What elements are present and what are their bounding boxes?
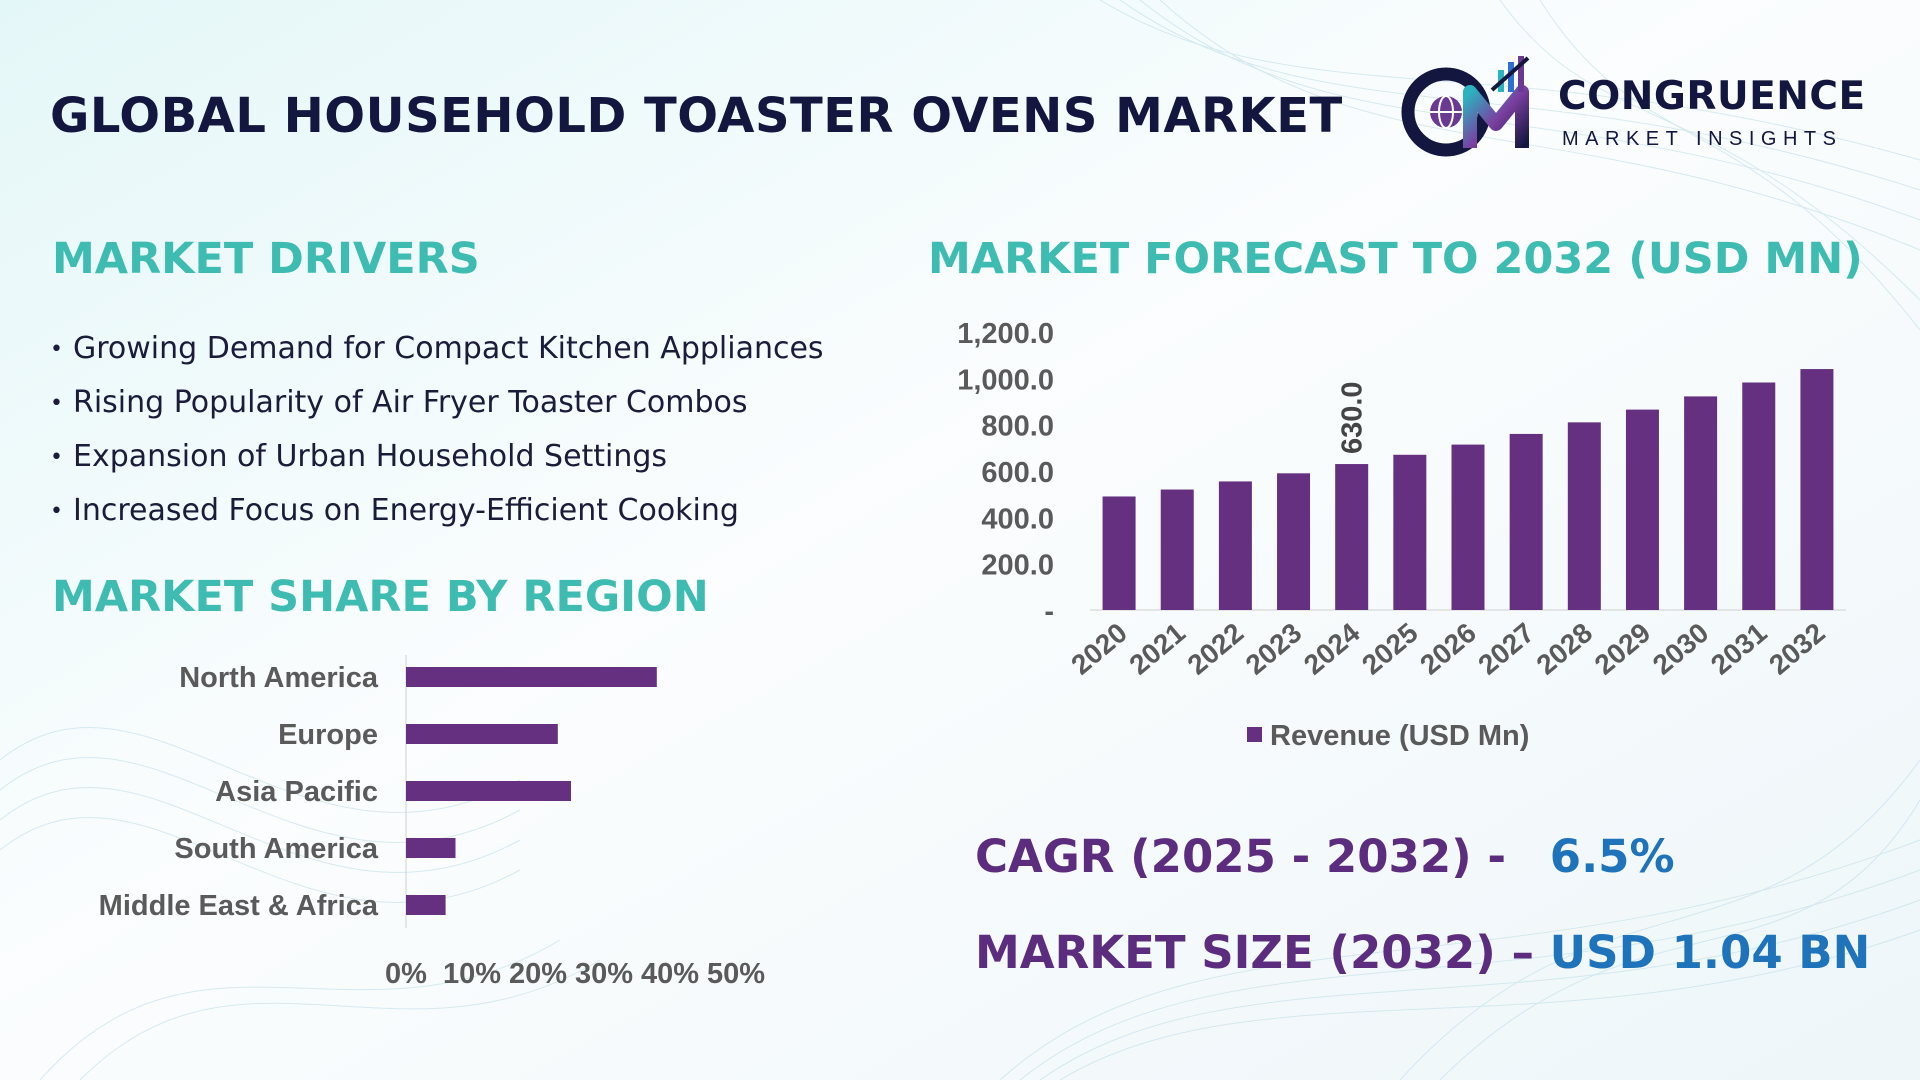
forecast-bar <box>1451 444 1485 610</box>
y-tick-label: 600.0 <box>981 457 1054 489</box>
market-size-value: USD 1.04 BN <box>1549 926 1871 979</box>
legend-label: Revenue (USD Mn) <box>1270 720 1529 752</box>
bullet: • <box>50 445 63 470</box>
forecast-bar <box>1567 422 1601 610</box>
region-heading: MARKET SHARE BY REGION <box>52 572 709 622</box>
x-tick-label: 0% <box>385 958 427 990</box>
y-tick-label: - <box>1044 596 1054 628</box>
region-bar <box>406 838 456 858</box>
forecast-bar <box>1393 454 1427 610</box>
x-tick-label: 50% <box>707 958 765 990</box>
logo-name: CONGRUENCE <box>1558 74 1866 119</box>
forecast-bar <box>1742 382 1776 610</box>
brand-logo: CONGRUENCE MARKET INSIGHTS <box>1400 52 1880 162</box>
forecast-bar <box>1800 369 1834 610</box>
x-tick-label: 40% <box>641 958 699 990</box>
region-bar <box>406 895 446 915</box>
region-label: South America <box>174 833 378 865</box>
forecast-bar <box>1625 409 1659 610</box>
legend-swatch <box>1247 727 1262 742</box>
market-size-stat: MARKET SIZE (2032) – USD 1.04 BN <box>975 926 1870 979</box>
y-tick-label: 400.0 <box>981 503 1054 535</box>
driver-text: Rising Popularity of Air Fryer Toaster C… <box>72 385 748 420</box>
bullet: • <box>50 337 63 362</box>
forecast-bar <box>1218 481 1252 610</box>
driver-item: • Rising Popularity of Air Fryer Toaster … <box>50 376 824 430</box>
y-tick-label: 1,000.0 <box>957 364 1054 396</box>
region-label: Middle East & Africa <box>99 890 379 922</box>
market-size-label: MARKET SIZE (2032) – <box>975 926 1534 979</box>
driver-text: Expansion of Urban Household Settings <box>72 439 668 474</box>
x-tick-label: 20% <box>509 958 567 990</box>
region-label: North America <box>179 662 379 694</box>
region-label: Asia Pacific <box>215 776 378 808</box>
driver-item: • Increased Focus on Energy-Efficient Coo… <box>50 484 824 538</box>
forecast-bar <box>1102 496 1136 610</box>
region-bar <box>406 724 558 744</box>
bullet: • <box>50 391 63 416</box>
forecast-bar <box>1335 464 1369 610</box>
forecast-heading: MARKET FORECAST TO 2032 (USD MN) <box>928 234 1863 284</box>
forecast-bar <box>1509 433 1543 610</box>
driver-text: Increased Focus on Energy-Efficient Cook… <box>72 493 739 528</box>
drivers-heading: MARKET DRIVERS <box>52 234 480 284</box>
forecast-bar <box>1160 489 1194 610</box>
y-tick-label: 200.0 <box>981 550 1054 582</box>
drivers-list: • Growing Demand for Compact Kitchen Appl… <box>50 322 824 538</box>
region-label: Europe <box>278 719 378 751</box>
y-tick-label: 800.0 <box>981 411 1054 443</box>
x-tick-label: 10% <box>443 958 501 990</box>
forecast-bar <box>1684 396 1718 610</box>
logo-icon <box>1401 56 1530 157</box>
forecast-bar <box>1277 473 1311 610</box>
data-label: 630.0 <box>1337 381 1369 454</box>
region-bar <box>406 667 657 687</box>
bullet: • <box>50 499 63 524</box>
y-tick-label: 1,200.0 <box>957 318 1054 350</box>
page-title: GLOBAL HOUSEHOLD TOASTER OVENS MARKET <box>50 88 1343 144</box>
driver-item: • Expansion of Urban Household Settings <box>50 430 824 484</box>
logo-subtitle: MARKET INSIGHTS <box>1562 128 1843 150</box>
cagr-label: CAGR (2025 - 2032) - <box>975 830 1507 883</box>
x-tick-label: 30% <box>575 958 633 990</box>
cagr-stat: CAGR (2025 - 2032) - 6.5% <box>975 830 1675 883</box>
cagr-value: 6.5% <box>1549 830 1675 883</box>
driver-text: Growing Demand for Compact Kitchen Appli… <box>72 331 824 366</box>
driver-item: • Growing Demand for Compact Kitchen Appl… <box>50 322 824 376</box>
region-bar <box>406 781 571 801</box>
